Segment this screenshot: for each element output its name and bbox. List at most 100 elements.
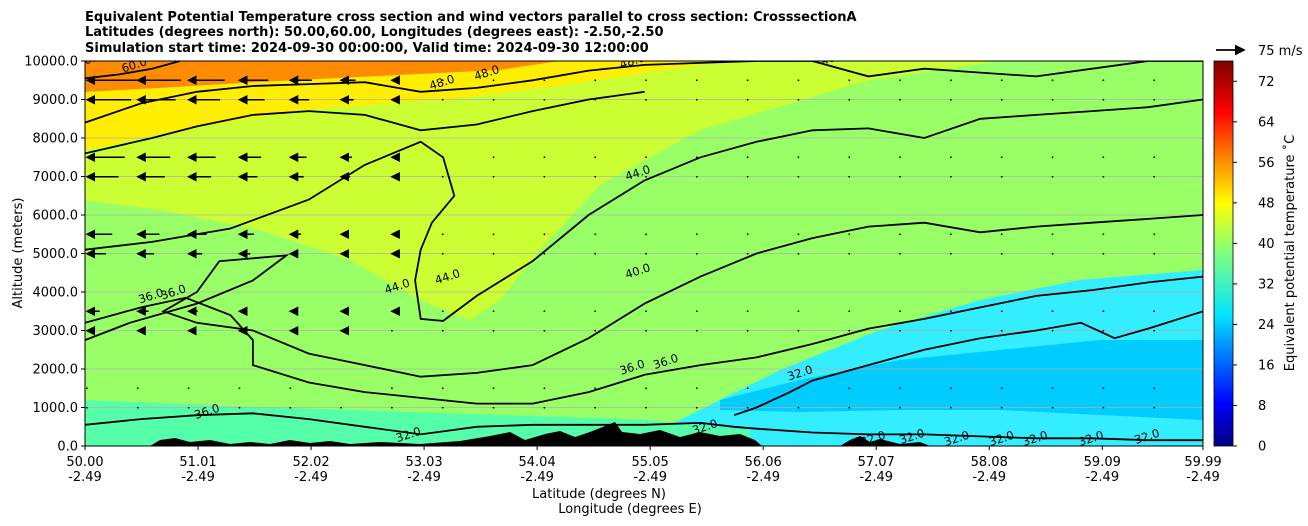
wind-vector <box>1102 79 1105 82</box>
wind-vector <box>594 329 597 332</box>
wind-vector <box>594 406 597 409</box>
wind-vector <box>746 175 749 178</box>
wind-vector <box>1153 79 1156 82</box>
wind-vector <box>441 252 444 255</box>
y-axis-label: Altitude (meters) <box>11 198 26 309</box>
wind-vector <box>848 98 851 101</box>
wind-vector <box>441 310 444 313</box>
contour-60 <box>85 61 181 80</box>
colorbar-tick-label: 56 <box>1258 156 1275 171</box>
y-axis: 0.0 1000.0 2000.0 3000.0 4000.0 5000.0 6000.0 7… <box>24 55 85 455</box>
wind-vector <box>441 98 444 101</box>
wind-vector <box>950 329 952 332</box>
x-tick-label-lon: -2.49 <box>68 470 102 485</box>
wind-vector <box>1102 310 1105 313</box>
colorbar-tick-label: 64 <box>1258 115 1275 130</box>
wind-vector <box>1102 329 1105 332</box>
x-axis-label-lat: Latitude (degrees N) <box>532 487 666 502</box>
colorbar-tick-label: 24 <box>1258 318 1275 333</box>
wind-vector <box>1000 79 1003 82</box>
wind-vector <box>950 156 952 159</box>
wind-vector <box>950 98 952 101</box>
wind-vector <box>441 175 444 178</box>
wind-vector <box>1000 329 1003 332</box>
contour-48 <box>85 61 1203 124</box>
wind-vector <box>1000 387 1003 390</box>
wind-vector <box>492 310 495 313</box>
wind-vector <box>746 233 749 236</box>
contour-36 <box>85 275 1203 405</box>
colorbar-tick-label: 40 <box>1258 237 1275 252</box>
wind-vector <box>746 98 749 101</box>
wind-vector <box>1051 406 1054 409</box>
wind-vector <box>695 387 698 390</box>
wind-vector <box>645 329 647 332</box>
y-tick-label: 7000.0 <box>33 170 79 185</box>
chart-title-line1: Equivalent Potential Temperature cross s… <box>85 10 857 25</box>
wind-vector <box>899 175 901 178</box>
x-axis-label-lon: Longitude (degrees E) <box>558 502 702 517</box>
y-tick-label: 6000.0 <box>33 209 79 224</box>
x-tick-label-lon: -2.49 <box>294 470 328 485</box>
wind-vector <box>950 252 952 255</box>
y-tick-label: 9000.0 <box>33 93 79 108</box>
wind-vector <box>746 387 749 390</box>
wind-vector <box>695 175 698 178</box>
wind-vector <box>594 79 597 82</box>
wind-vector <box>1051 98 1054 101</box>
x-tick-label-lon: -2.49 <box>972 470 1006 485</box>
wind-vector <box>1153 252 1156 255</box>
wind-vector <box>1000 175 1003 178</box>
wind-vector <box>136 406 139 409</box>
x-tick-label-lon: -2.49 <box>407 470 441 485</box>
wind-vector <box>899 406 901 409</box>
wind-vector <box>492 98 495 101</box>
contour-32 <box>85 412 1203 442</box>
x-tick-label-lat: 57.07 <box>858 455 895 470</box>
wind-vector <box>441 387 444 390</box>
x-tick-label-lat: 52.02 <box>292 455 329 470</box>
wind-vector <box>543 79 546 82</box>
wind-vectors <box>85 75 1156 409</box>
wind-vector <box>187 406 190 409</box>
wind-vector <box>1102 387 1105 390</box>
wind-vector <box>695 79 698 82</box>
colorbar-ticks: 0 8 16 24 32 40 48 56 64 72 <box>1233 75 1275 455</box>
wind-vector <box>543 329 546 332</box>
wind-vector <box>1153 310 1156 313</box>
wind-vector <box>1000 156 1003 159</box>
contour-label: 32.0 <box>858 428 887 449</box>
wind-vector <box>492 329 495 332</box>
wind-vector <box>695 329 698 332</box>
wind-vector <box>1051 156 1054 159</box>
wind-vector <box>899 98 901 101</box>
contour-label: 32.0 <box>942 428 971 449</box>
y-tick-label: 1000.0 <box>33 401 79 416</box>
wind-vector <box>1000 310 1003 313</box>
wind-vector <box>797 329 800 332</box>
wind-vector <box>899 310 901 313</box>
wind-vector <box>797 406 800 409</box>
y-tick-label: 4000.0 <box>33 286 79 301</box>
wind-vector <box>695 252 698 255</box>
wind-vector <box>391 406 393 409</box>
contour-label: 48.0 <box>819 47 848 68</box>
wind-vector <box>797 79 800 82</box>
wind-vector <box>289 406 292 409</box>
wind-vector <box>645 79 647 82</box>
wind-vector <box>899 252 901 255</box>
wind-vector <box>899 156 901 159</box>
x-tick-label-lon: -2.49 <box>633 470 667 485</box>
wind-vector <box>797 98 800 101</box>
wind-vector <box>594 233 597 236</box>
y-tick-label: 10000.0 <box>24 55 78 70</box>
y-tick-label: 5000.0 <box>33 247 79 262</box>
wind-vector <box>1102 98 1105 101</box>
wind-vector <box>645 406 647 409</box>
wind-vector <box>1102 406 1105 409</box>
quiver-key-label: 75 m/s <box>1258 44 1303 59</box>
wind-vector <box>86 387 88 390</box>
wind-vector <box>594 156 597 159</box>
y-tick-label: 8000.0 <box>33 132 79 147</box>
